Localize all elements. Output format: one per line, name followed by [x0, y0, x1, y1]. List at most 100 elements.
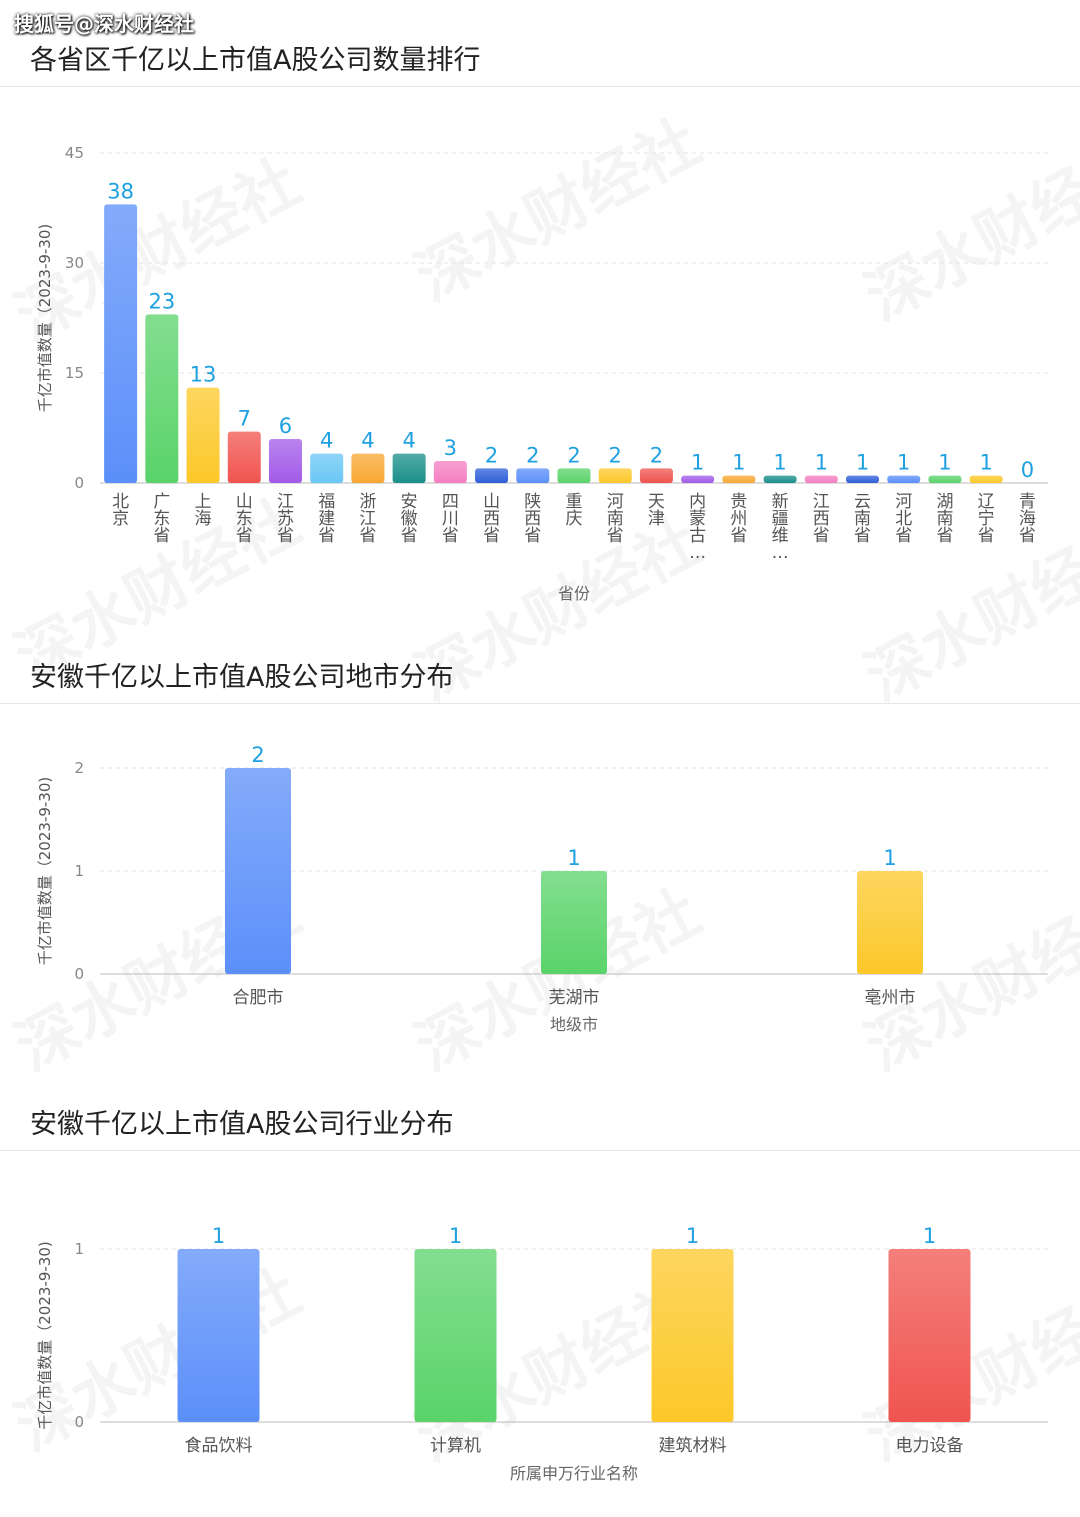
divider	[0, 703, 1080, 704]
y-axis-title: 千亿市值数量（2023-9-30)	[36, 224, 54, 412]
data-label: 3	[444, 436, 457, 460]
data-label: 1	[212, 1224, 225, 1248]
bar	[928, 475, 962, 483]
x-tick-label: 建筑材料	[659, 1436, 727, 1456]
bar	[681, 475, 715, 483]
bar	[763, 475, 797, 483]
bar	[887, 475, 921, 483]
data-label: 1	[449, 1224, 462, 1248]
bar	[804, 475, 838, 483]
x-tick-label: 合肥市	[233, 988, 284, 1008]
y-axis-title: 千亿市值数量（2023-9-30)	[36, 1241, 54, 1429]
x-tick-label: 辽宁省	[978, 492, 995, 546]
x-axis-title: 所属申万行业名称	[510, 1464, 638, 1483]
bar	[392, 453, 426, 483]
y-axis-title: 千亿市值数量（2023-9-30)	[36, 777, 54, 965]
data-label: 38	[107, 179, 134, 203]
data-label: 2	[567, 443, 580, 467]
bar	[516, 468, 550, 483]
data-label: 1	[815, 451, 828, 475]
bar	[433, 461, 467, 483]
data-label: 2	[526, 443, 539, 467]
data-label: 6	[279, 414, 292, 438]
x-tick-label: 陕西省	[524, 492, 541, 546]
x-tick-label: 江西省	[813, 492, 830, 546]
data-label: 2	[650, 443, 663, 467]
data-label: 1	[691, 451, 704, 475]
bar	[846, 475, 880, 483]
data-label: 2	[251, 743, 264, 767]
chart-title-industries: 安徽千亿以上市值A股公司行业分布	[30, 1109, 454, 1140]
y-tick-label: 2	[74, 759, 84, 777]
x-tick-label: 新疆维…	[772, 492, 789, 563]
y-tick-label: 0	[74, 474, 84, 492]
y-tick-label: 1	[74, 862, 84, 880]
data-label: 1	[923, 1224, 936, 1248]
bar	[104, 204, 138, 483]
x-tick-label: 重庆	[566, 492, 583, 529]
bar	[227, 431, 261, 483]
bar	[310, 453, 344, 483]
data-label: 1	[856, 451, 869, 475]
data-label: 4	[402, 429, 415, 453]
x-tick-label: 计算机	[430, 1436, 481, 1456]
data-label: 0	[1021, 458, 1034, 482]
chart-title-provinces: 各省区千亿以上市值A股公司数量排行	[30, 45, 481, 76]
data-label: 1	[773, 451, 786, 475]
bar	[969, 475, 1003, 483]
x-tick-label: 河北省	[895, 492, 912, 546]
bar	[475, 468, 509, 483]
x-axis-title: 地级市	[550, 1015, 598, 1034]
y-tick-label: 45	[65, 144, 84, 162]
bar	[598, 468, 632, 483]
x-tick-label: 湖南省	[936, 492, 953, 546]
bar	[857, 871, 923, 974]
y-tick-label: 1	[74, 1240, 84, 1258]
divider	[0, 86, 1080, 87]
data-label: 1	[938, 451, 951, 475]
x-tick-label: 福建省	[318, 492, 335, 546]
data-label: 4	[361, 429, 374, 453]
data-label: 1	[567, 846, 580, 870]
source-tag: 搜狐号@深水财经社	[14, 12, 194, 36]
x-tick-label: 四川省	[442, 492, 459, 546]
bar	[145, 314, 179, 483]
x-tick-label: 山东省	[236, 492, 253, 546]
chart-industries: 0 1 千亿市值数量（2023-9-30) 1 食品饮料 1 计算机 1 建筑材料 1 电力设备所属…	[36, 1224, 1048, 1483]
x-tick-label: 广东省	[153, 492, 170, 546]
data-label: 13	[190, 363, 217, 387]
data-label: 1	[686, 1224, 699, 1248]
data-label: 1	[883, 846, 896, 870]
y-tick-label: 30	[65, 254, 84, 272]
data-label: 4	[320, 429, 333, 453]
x-tick-label: 食品饮料	[185, 1436, 253, 1456]
x-tick-label: 江苏省	[277, 492, 294, 546]
data-label: 2	[485, 443, 498, 467]
data-label: 7	[238, 407, 251, 431]
x-tick-label: 天津	[648, 492, 665, 529]
data-label: 23	[148, 289, 175, 313]
x-tick-label: 云南省	[854, 492, 871, 546]
y-tick-label: 0	[74, 1413, 84, 1431]
x-tick-label: 河南省	[607, 492, 624, 546]
bar	[557, 468, 591, 483]
x-tick-label: 芜湖市	[549, 988, 600, 1008]
chart-provinces: 0153045千亿市值数量（2023-9-30)38北京23广东省13上海7山东…	[36, 144, 1048, 603]
bar	[414, 1249, 497, 1422]
x-tick-label: 内蒙古…	[689, 492, 706, 563]
x-tick-label: 山西省	[483, 492, 500, 546]
x-tick-label: 电力设备	[896, 1436, 964, 1456]
y-tick-label: 15	[65, 364, 84, 382]
bar	[888, 1249, 971, 1422]
x-tick-label: 亳州市	[865, 988, 916, 1008]
x-tick-label: 北京	[112, 492, 129, 529]
x-tick-label: 浙江省	[359, 492, 376, 546]
bar	[351, 453, 385, 483]
x-tick-label: 上海	[195, 492, 212, 529]
bar	[651, 1249, 734, 1422]
x-tick-label: 安徽省	[401, 492, 418, 546]
bar	[186, 387, 220, 483]
bar	[722, 475, 756, 483]
data-label: 1	[732, 451, 745, 475]
